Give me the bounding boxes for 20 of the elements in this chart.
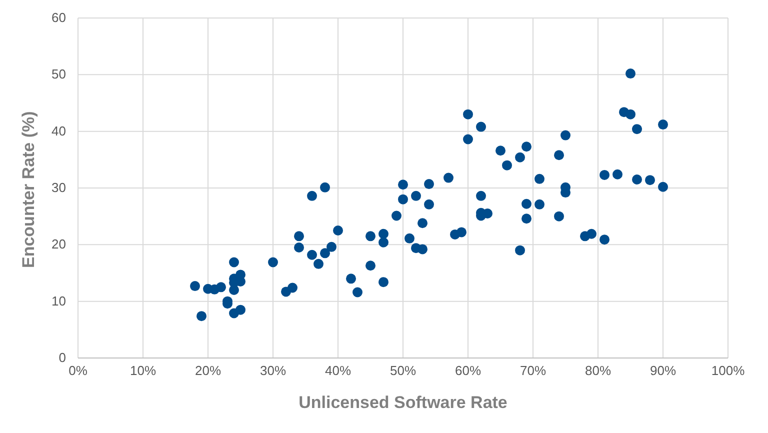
x-tick-label: 0% <box>68 363 88 378</box>
x-tick-label: 10% <box>130 363 156 378</box>
x-tick-label: 100% <box>711 363 746 378</box>
y-tick-label: 10 <box>52 293 66 308</box>
y-tick-label: 30 <box>52 180 66 195</box>
x-tick-label: 30% <box>260 363 286 378</box>
x-tick-label: 80% <box>584 363 612 378</box>
x-tick-label: 60% <box>454 363 482 378</box>
x-tick-label: 90% <box>650 363 676 378</box>
y-tick-label: 60 <box>52 10 66 25</box>
y-tick-label: 50 <box>52 66 66 82</box>
x-tick-label: 70% <box>520 363 546 378</box>
x-axis-title: Unlicensed Software Rate <box>298 393 508 412</box>
x-tick-label: 40% <box>324 363 352 378</box>
x-tick-label: 20% <box>194 363 222 378</box>
y-tick-label: 40 <box>52 123 66 138</box>
y-tick-label: 20 <box>52 236 66 252</box>
y-axis-title: Encounter Rate (%) <box>19 111 38 268</box>
x-tick-label: 50% <box>390 363 416 378</box>
y-tick-label: 0 <box>58 350 66 365</box>
